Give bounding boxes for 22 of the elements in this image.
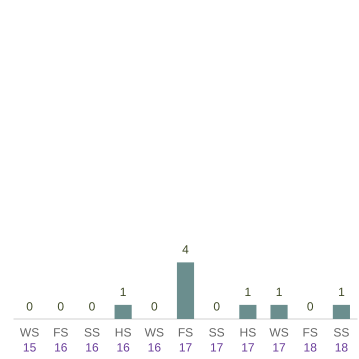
data-label: 0 bbox=[306, 299, 314, 314]
data-label: 1 bbox=[338, 285, 346, 300]
x-tick-label: FS 16 bbox=[53, 325, 68, 354]
data-label: 0 bbox=[57, 299, 64, 314]
data-label: 0 bbox=[26, 299, 34, 314]
x-tick-label: HS 17 bbox=[240, 325, 256, 354]
x-tick-label: SS 16 bbox=[84, 325, 100, 354]
data-label: 0 bbox=[88, 299, 96, 314]
x-tick-label: SS 17 bbox=[208, 325, 225, 354]
x-tick-label: WS 16 bbox=[144, 325, 164, 354]
data-label: 0 bbox=[213, 299, 220, 314]
data-label: 1 bbox=[276, 285, 283, 300]
x-tick-label: HS 16 bbox=[114, 325, 132, 354]
data-label: 4 bbox=[182, 242, 190, 257]
x-tick-label: FS 18 bbox=[302, 325, 318, 354]
x-tick-label: WS 15 bbox=[20, 325, 40, 354]
data-label: 0 bbox=[150, 299, 158, 314]
x-tick-label: SS 18 bbox=[333, 325, 350, 354]
data-label: 1 bbox=[244, 285, 252, 300]
data-label: 1 bbox=[120, 285, 127, 300]
x-tick-label: WS 17 bbox=[269, 325, 289, 354]
x-tick-label: FS 17 bbox=[178, 325, 194, 354]
